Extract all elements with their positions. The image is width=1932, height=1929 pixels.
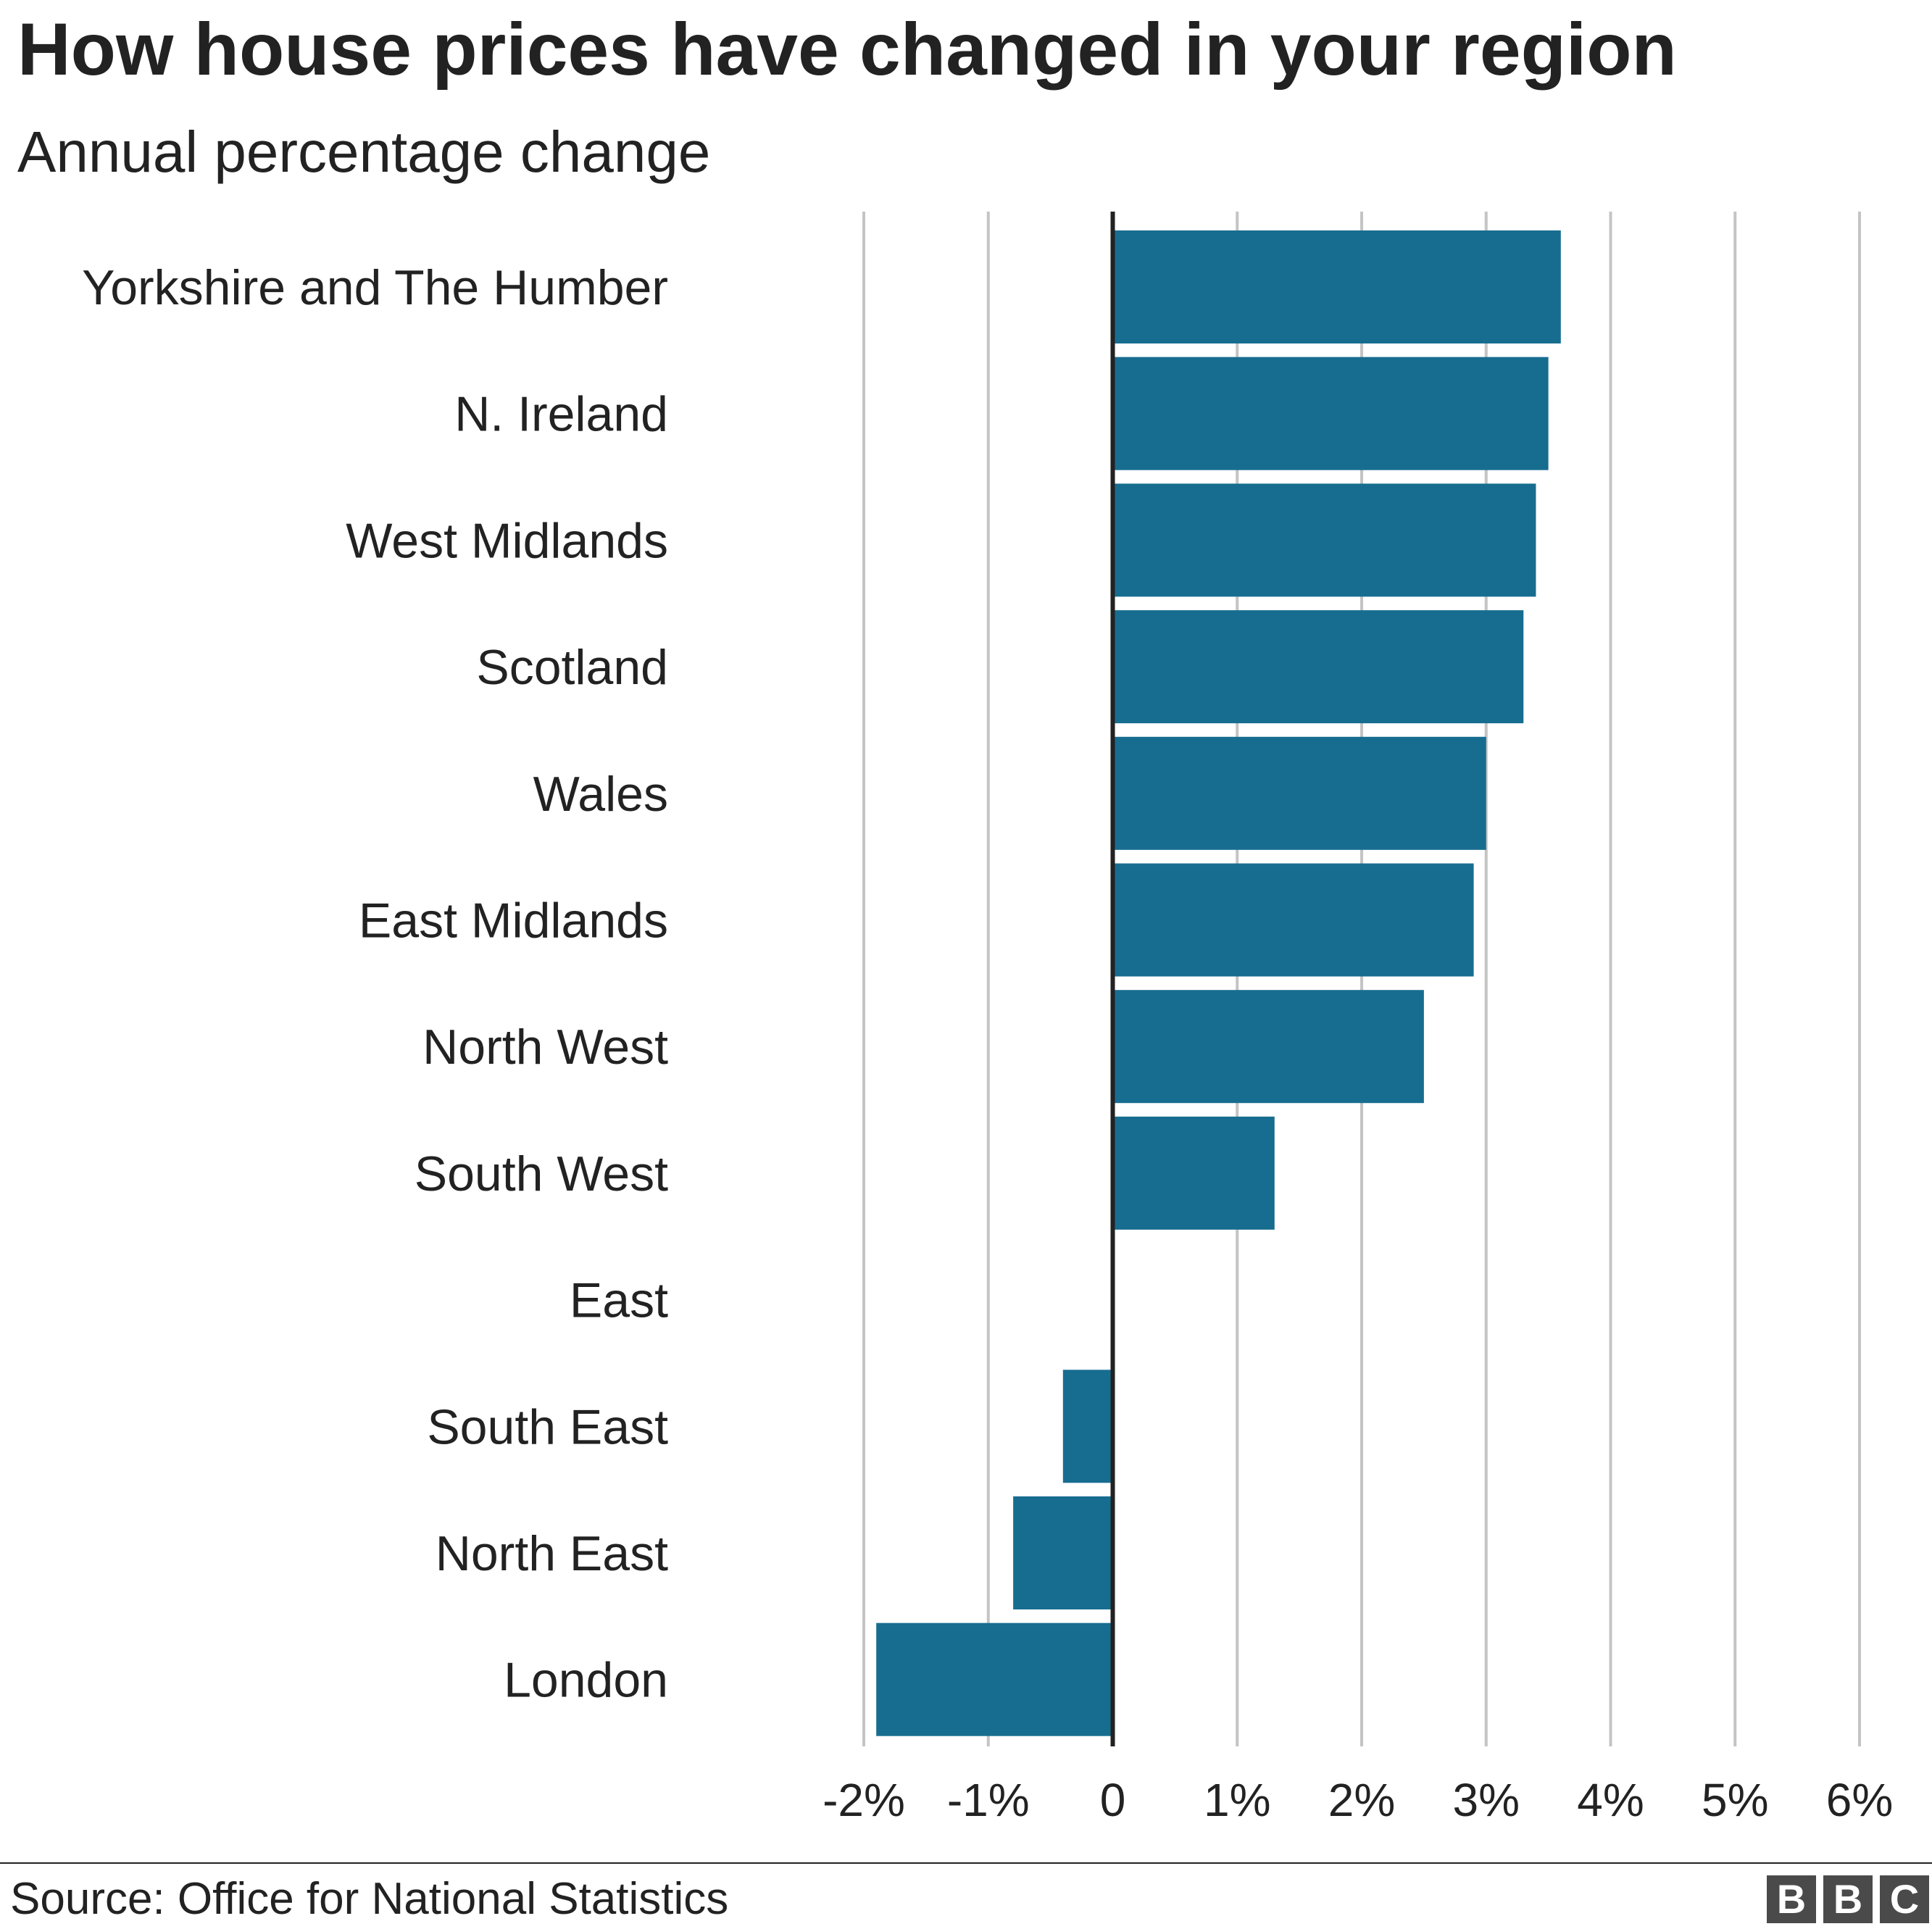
bbc-logo: B B C bbox=[1767, 1875, 1929, 1923]
category-label: Yorkshire and The Humber bbox=[82, 260, 668, 315]
x-tick-label: 6% bbox=[1826, 1774, 1894, 1826]
category-label: Wales bbox=[533, 767, 668, 822]
x-tick-label: 0 bbox=[1100, 1774, 1126, 1826]
chart-subtitle: Annual percentage change bbox=[17, 120, 711, 184]
bar-chart: Yorkshire and The Humber N. Ireland West M… bbox=[82, 212, 1893, 1826]
bars bbox=[876, 230, 1561, 1736]
category-label: East Midlands bbox=[359, 893, 668, 949]
bar bbox=[1112, 736, 1486, 850]
source-note: Source: Office for National Statistics bbox=[10, 1874, 729, 1924]
bar bbox=[1112, 483, 1536, 597]
x-tick-label: -1% bbox=[947, 1774, 1030, 1826]
category-label: Scotland bbox=[476, 640, 668, 695]
category-labels: Yorkshire and The Humber N. Ireland West M… bbox=[82, 260, 668, 1708]
category-label: North West bbox=[422, 1020, 668, 1075]
x-tick-label: 5% bbox=[1702, 1774, 1769, 1826]
category-label: South East bbox=[427, 1399, 668, 1454]
chart-title: How house prices have changed in your re… bbox=[17, 8, 1677, 91]
category-label: N. Ireland bbox=[454, 387, 668, 442]
bar bbox=[1112, 230, 1561, 343]
category-label: London bbox=[504, 1653, 668, 1708]
category-label: East bbox=[570, 1273, 668, 1328]
footer-divider bbox=[0, 1862, 1932, 1864]
category-label: South West bbox=[415, 1146, 668, 1201]
x-axis-ticks: -2% -1% 0 1% 2% 3% 4% 5% 6% bbox=[823, 1774, 1893, 1826]
bar bbox=[876, 1622, 1113, 1736]
bar bbox=[1112, 990, 1424, 1104]
bar bbox=[1112, 863, 1474, 977]
bar bbox=[1112, 610, 1524, 724]
x-tick-label: 4% bbox=[1577, 1774, 1644, 1826]
x-tick-label: 2% bbox=[1328, 1774, 1396, 1826]
category-label: North East bbox=[436, 1526, 668, 1581]
bbc-logo-letter: C bbox=[1880, 1875, 1929, 1923]
bar bbox=[1112, 1116, 1275, 1230]
bbc-logo-letter: B bbox=[1767, 1875, 1816, 1923]
bbc-logo-letter: B bbox=[1823, 1875, 1873, 1923]
x-tick-label: 1% bbox=[1204, 1774, 1271, 1826]
bar bbox=[1112, 357, 1549, 470]
x-tick-label: -2% bbox=[823, 1774, 905, 1826]
category-label: West Midlands bbox=[346, 513, 668, 568]
bar bbox=[1062, 1370, 1113, 1483]
bar bbox=[1013, 1496, 1113, 1609]
x-tick-label: 3% bbox=[1453, 1774, 1520, 1826]
